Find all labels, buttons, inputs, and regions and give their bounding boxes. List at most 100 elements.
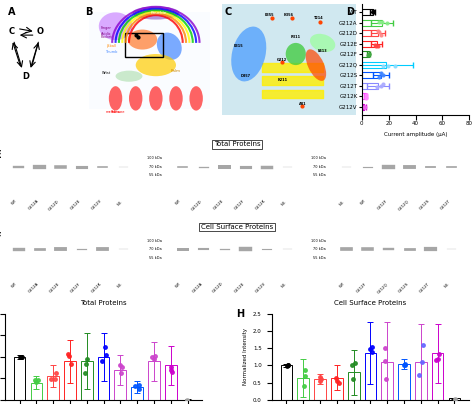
Bar	[348, 372, 359, 400]
Text: Wrist: Wrist	[101, 71, 111, 75]
Text: C: C	[9, 27, 15, 36]
Text: WT: WT	[11, 282, 18, 289]
Ellipse shape	[149, 86, 163, 111]
Bar	[30, 383, 42, 400]
Bar	[14, 357, 26, 400]
Bar	[98, 357, 109, 400]
Text: 70 kDa: 70 kDa	[313, 248, 326, 251]
Title: Total Proteins: Total Proteins	[80, 300, 127, 306]
Ellipse shape	[157, 33, 182, 60]
Text: N.I.: N.I.	[444, 282, 451, 289]
Bar	[362, 20, 382, 26]
Text: 70 kDa: 70 kDa	[149, 165, 162, 169]
Bar	[362, 41, 376, 47]
Text: 55 kDa: 55 kDa	[149, 173, 162, 177]
Bar	[331, 377, 343, 400]
Text: WT: WT	[175, 282, 182, 289]
Bar	[131, 387, 143, 400]
Text: G212K: G212K	[255, 199, 266, 211]
Ellipse shape	[190, 86, 203, 111]
Bar	[362, 30, 378, 36]
Text: 55 kDa: 55 kDa	[313, 173, 326, 177]
Text: Knuckle: Knuckle	[150, 11, 166, 15]
Text: G212A: G212A	[27, 282, 39, 294]
Text: Finger: Finger	[100, 26, 111, 30]
Text: R311: R311	[291, 35, 301, 39]
Bar	[432, 354, 444, 400]
Title: Cell Surface Proteins: Cell Surface Proteins	[334, 300, 407, 306]
Text: D357: D357	[241, 74, 251, 78]
Bar	[297, 377, 309, 400]
Bar	[448, 398, 460, 400]
Text: Acidic: Acidic	[101, 32, 111, 36]
Text: E355: E355	[264, 13, 273, 17]
Text: G212S: G212S	[397, 282, 410, 294]
Bar	[362, 62, 386, 68]
Text: 100 kDa: 100 kDa	[147, 239, 162, 243]
Text: 100 kDa: 100 kDa	[311, 156, 326, 160]
Bar	[415, 362, 427, 400]
Text: E315: E315	[233, 44, 243, 48]
Text: G212V: G212V	[254, 282, 266, 294]
Text: G212T: G212T	[439, 199, 451, 211]
Text: C: C	[225, 7, 232, 17]
Text: G212D: G212D	[212, 282, 224, 294]
Ellipse shape	[128, 29, 157, 50]
Text: G212T: G212T	[419, 282, 430, 294]
Text: G212E: G212E	[48, 282, 61, 294]
Text: K211: K211	[277, 78, 287, 82]
Text: Pocket: Pocket	[100, 35, 112, 39]
Text: B: B	[85, 7, 92, 17]
Ellipse shape	[286, 43, 306, 65]
Bar	[382, 362, 393, 400]
Bar	[115, 370, 126, 400]
Bar	[365, 354, 376, 400]
Text: 70 kDa: 70 kDa	[149, 248, 162, 251]
Text: K356: K356	[284, 13, 294, 17]
Text: 70 kDa: 70 kDa	[313, 165, 326, 169]
Text: Thumb: Thumb	[105, 50, 118, 54]
Text: β-ball: β-ball	[107, 44, 117, 48]
Text: Palm: Palm	[171, 69, 181, 73]
Bar	[281, 366, 292, 400]
Bar	[362, 104, 365, 110]
Bar	[125, 33, 163, 57]
Ellipse shape	[116, 71, 142, 82]
Text: N.I.: N.I.	[116, 199, 124, 206]
Text: Cell Surface Proteins: Cell Surface Proteins	[201, 224, 273, 230]
Text: G212F: G212F	[234, 199, 246, 211]
Text: G212F: G212F	[70, 282, 82, 293]
Text: G212F: G212F	[376, 199, 388, 211]
Text: Total Proteins: Total Proteins	[214, 141, 260, 147]
Text: 100 kDa: 100 kDa	[147, 156, 162, 160]
Text: G212A: G212A	[191, 282, 203, 294]
Ellipse shape	[132, 6, 179, 19]
Text: G212Q: G212Q	[397, 199, 410, 211]
Bar	[362, 93, 366, 99]
Text: membrane: membrane	[106, 110, 125, 114]
Text: G212K: G212K	[91, 282, 102, 294]
Text: N.I.: N.I.	[339, 199, 346, 206]
Ellipse shape	[306, 49, 326, 81]
Text: G212E: G212E	[233, 282, 246, 294]
X-axis label: Current amplitude (μA): Current amplitude (μA)	[384, 132, 447, 137]
Text: WT: WT	[360, 199, 367, 206]
Text: WT: WT	[339, 282, 346, 289]
Text: Trans-: Trans-	[110, 110, 121, 114]
Bar	[362, 51, 368, 57]
Text: E413: E413	[318, 48, 328, 53]
Text: A: A	[9, 7, 16, 17]
Ellipse shape	[169, 86, 182, 111]
Ellipse shape	[231, 27, 266, 82]
Text: G212E: G212E	[69, 199, 82, 211]
Bar	[89, 12, 210, 109]
Text: G212D: G212D	[191, 199, 203, 211]
Text: D: D	[23, 72, 30, 81]
Text: H: H	[236, 309, 244, 319]
Text: WT: WT	[175, 199, 182, 206]
Text: A81: A81	[299, 102, 306, 106]
Text: 55 kDa: 55 kDa	[149, 256, 162, 260]
Bar	[314, 379, 326, 400]
Text: G212Q: G212Q	[376, 282, 388, 294]
Text: O: O	[37, 27, 44, 36]
